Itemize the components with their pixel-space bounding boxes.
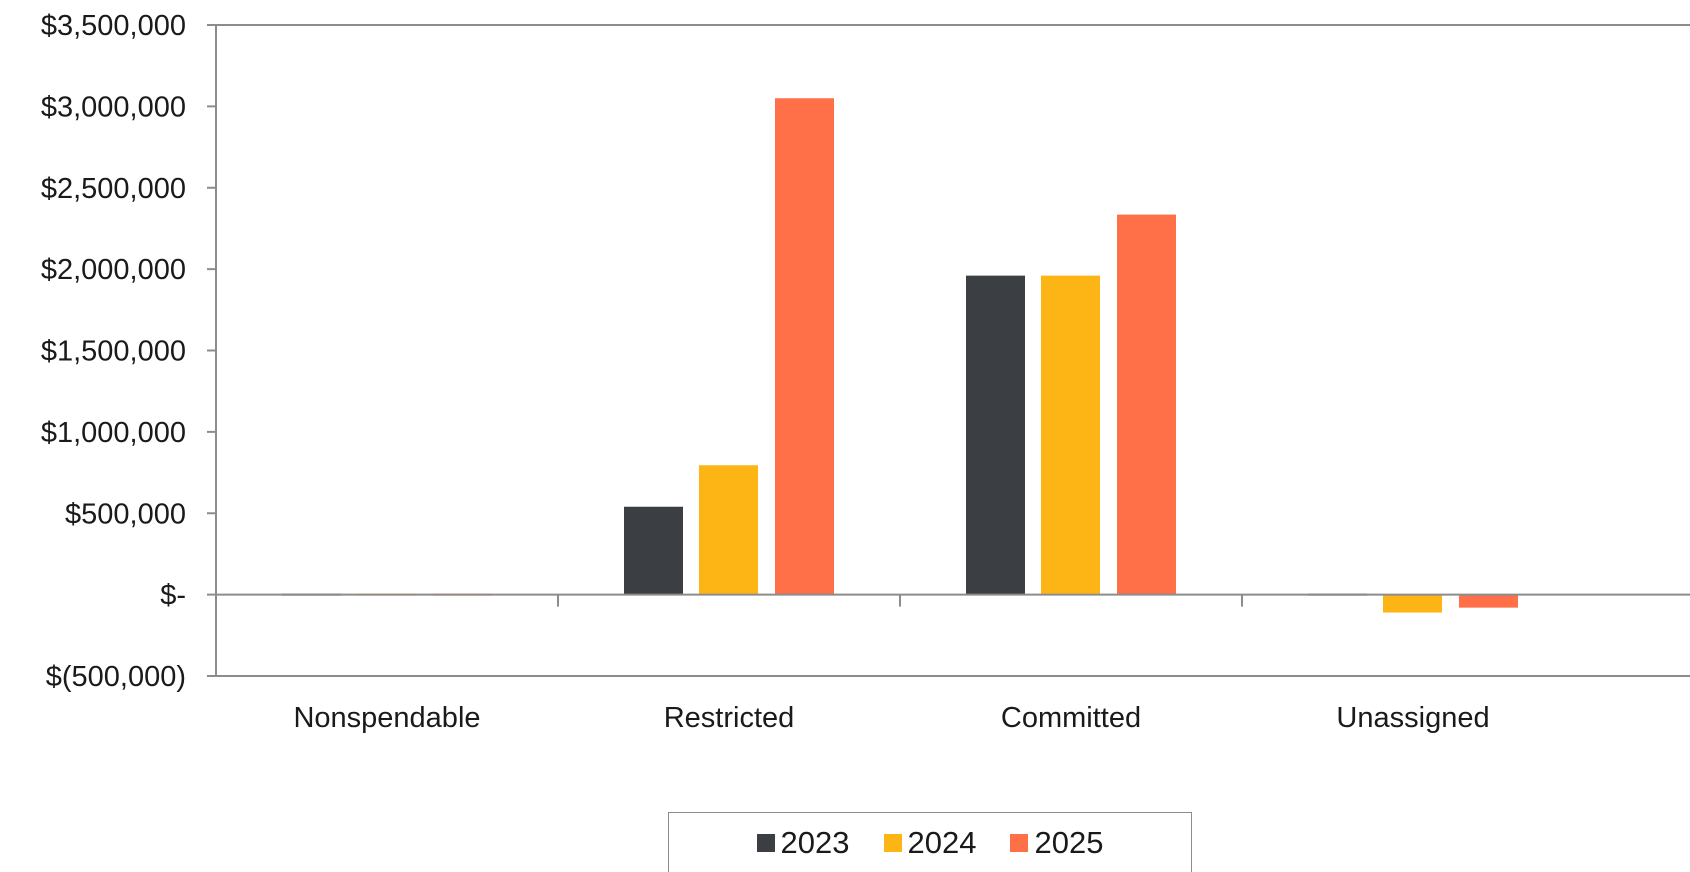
y-tick-label: $(500,000)	[46, 661, 186, 693]
y-tick-label: $-	[160, 580, 186, 612]
legend-item-2025: 2025	[1010, 825, 1103, 861]
x-category-label: Restricted	[664, 702, 795, 734]
bars	[282, 98, 1518, 613]
legend-item-2023: 2023	[756, 824, 850, 861]
y-tick-label: $3,500,000	[41, 10, 186, 42]
legend-swatch-2024	[883, 833, 902, 852]
y-tick-label: $1,000,000	[41, 417, 186, 449]
y-tick-label: $2,000,000	[41, 254, 186, 286]
legend-label-2024: 2024	[907, 824, 977, 860]
bar-2024-unassigned	[1383, 594, 1442, 613]
bar-2023-restricted	[624, 506, 683, 595]
bar-2025-unassigned	[1459, 594, 1518, 608]
bar-2024-restricted	[699, 465, 758, 595]
bar-2024-committed	[1041, 275, 1100, 595]
chart-legend: 2023 2024 2025	[668, 812, 1192, 872]
bar-2025-restricted	[775, 98, 834, 595]
axes	[207, 24, 1690, 677]
legend-swatch-2025	[1010, 833, 1029, 852]
legend-swatch-2023	[756, 833, 775, 852]
y-tick-label: $1,500,000	[41, 336, 186, 368]
legend-label-2025: 2025	[1034, 824, 1104, 860]
bar-2023-committed	[966, 275, 1025, 595]
legend-label-2023: 2023	[780, 824, 850, 860]
y-tick-label: $3,000,000	[41, 91, 186, 123]
bar-2025-committed	[1117, 214, 1176, 595]
legend-item-2024: 2024	[883, 824, 977, 861]
labels: $3,500,000 $3,000,000 $2,500,000 $2,000,000…	[41, 10, 1490, 734]
y-tick-label: $2,500,000	[41, 173, 186, 205]
x-category-label: Nonspendable	[293, 702, 480, 734]
y-tick-label: $500,000	[65, 498, 186, 530]
x-category-label: Committed	[1001, 702, 1141, 734]
x-category-label: Unassigned	[1336, 702, 1489, 734]
